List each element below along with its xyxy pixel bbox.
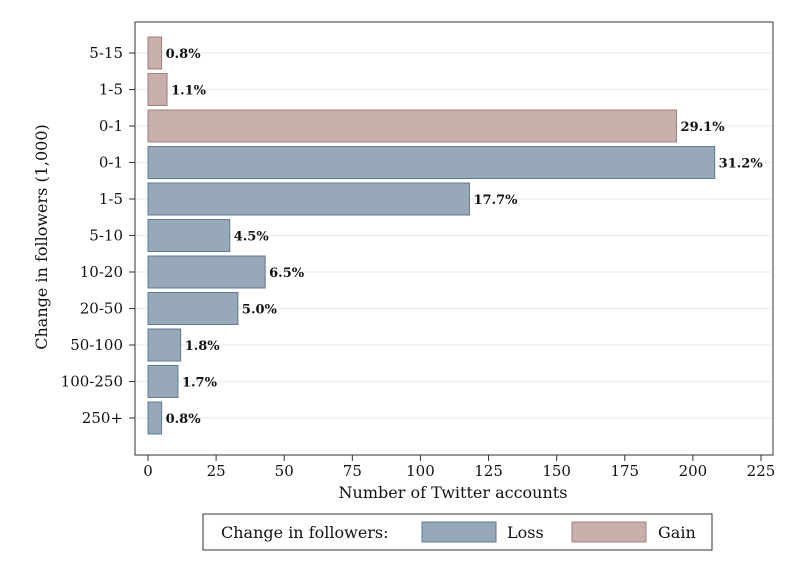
bar-gain-1-5: [147, 73, 168, 106]
y-tick-label: 1-5: [99, 190, 123, 208]
data-label: 17.7%: [473, 193, 518, 208]
x-tick-label: 100: [406, 462, 435, 480]
data-label: 0.8%: [166, 47, 202, 62]
y-tick-label: 5-10: [89, 227, 123, 245]
bar-gain-5-15: [147, 36, 163, 70]
data-label: 6.5%: [269, 266, 305, 281]
y-tick-label: 50-100: [70, 336, 123, 354]
data-label: 29.1%: [681, 120, 726, 135]
x-tick-label: 125: [474, 462, 503, 480]
y-tick-label: 1-5: [99, 81, 123, 99]
data-label: 5.0%: [242, 303, 278, 318]
y-tick-label: 5-15: [89, 44, 123, 62]
data-label: 1.1%: [171, 84, 207, 99]
x-tick-label: 200: [679, 462, 708, 480]
data-label: 1.8%: [185, 339, 221, 354]
x-tick-label: 50: [275, 462, 294, 480]
legend-label-gain: Gain: [658, 523, 696, 542]
bar-loss-20-50: [147, 292, 239, 325]
x-tick-label: 75: [343, 462, 362, 480]
bar-gain-0-1: [147, 109, 678, 143]
y-tick-label: 100-250: [61, 373, 123, 391]
y-axis-title: Change in followers (1,000): [32, 124, 51, 350]
x-tick-label: 0: [143, 462, 153, 480]
bar-loss-10-20: [147, 255, 266, 289]
bar-loss-0-1: [147, 146, 716, 179]
bar-loss-1-5: [147, 182, 470, 216]
data-label: 1.7%: [182, 376, 218, 391]
y-tick-label: 0-1: [99, 117, 123, 135]
bar-loss-100-250: [147, 365, 179, 398]
x-axis-title: Number of Twitter accounts: [339, 483, 568, 502]
data-label: 0.8%: [166, 412, 202, 427]
legend-swatch-gain: [571, 521, 647, 543]
y-tick-label: 10-20: [80, 263, 123, 281]
data-label: 31.2%: [719, 157, 764, 172]
legend-label-loss: Loss: [507, 523, 544, 542]
y-tick-label: 250+: [82, 409, 123, 427]
plot-frame: [134, 21, 774, 456]
plot-area: 0.8% 1.1% 29.1% 31.2% 17.7% 4.5% 6.5% 5.0% 1.8% 1…: [134, 21, 774, 456]
bar-loss-5-10: [147, 219, 231, 252]
bar-loss-250plus: [147, 401, 163, 435]
x-tick-label: 150: [542, 462, 571, 480]
x-tick-label: 225: [747, 462, 776, 480]
y-tick-label: 0-1: [99, 154, 123, 172]
y-tick-label: 20-50: [80, 300, 123, 318]
legend: Change in followers: Loss Gain: [202, 513, 713, 551]
x-tick-label: 175: [610, 462, 639, 480]
legend-swatch-loss: [421, 521, 497, 543]
bar-loss-50-100: [147, 328, 182, 362]
x-tick-label: 25: [207, 462, 226, 480]
data-label: 4.5%: [234, 230, 270, 245]
legend-title: Change in followers:: [221, 523, 389, 542]
axes: 5-15 1-5 0-1 0-1 1-5 5-10 10-20 20-50 50-100 100-…: [61, 44, 776, 480]
